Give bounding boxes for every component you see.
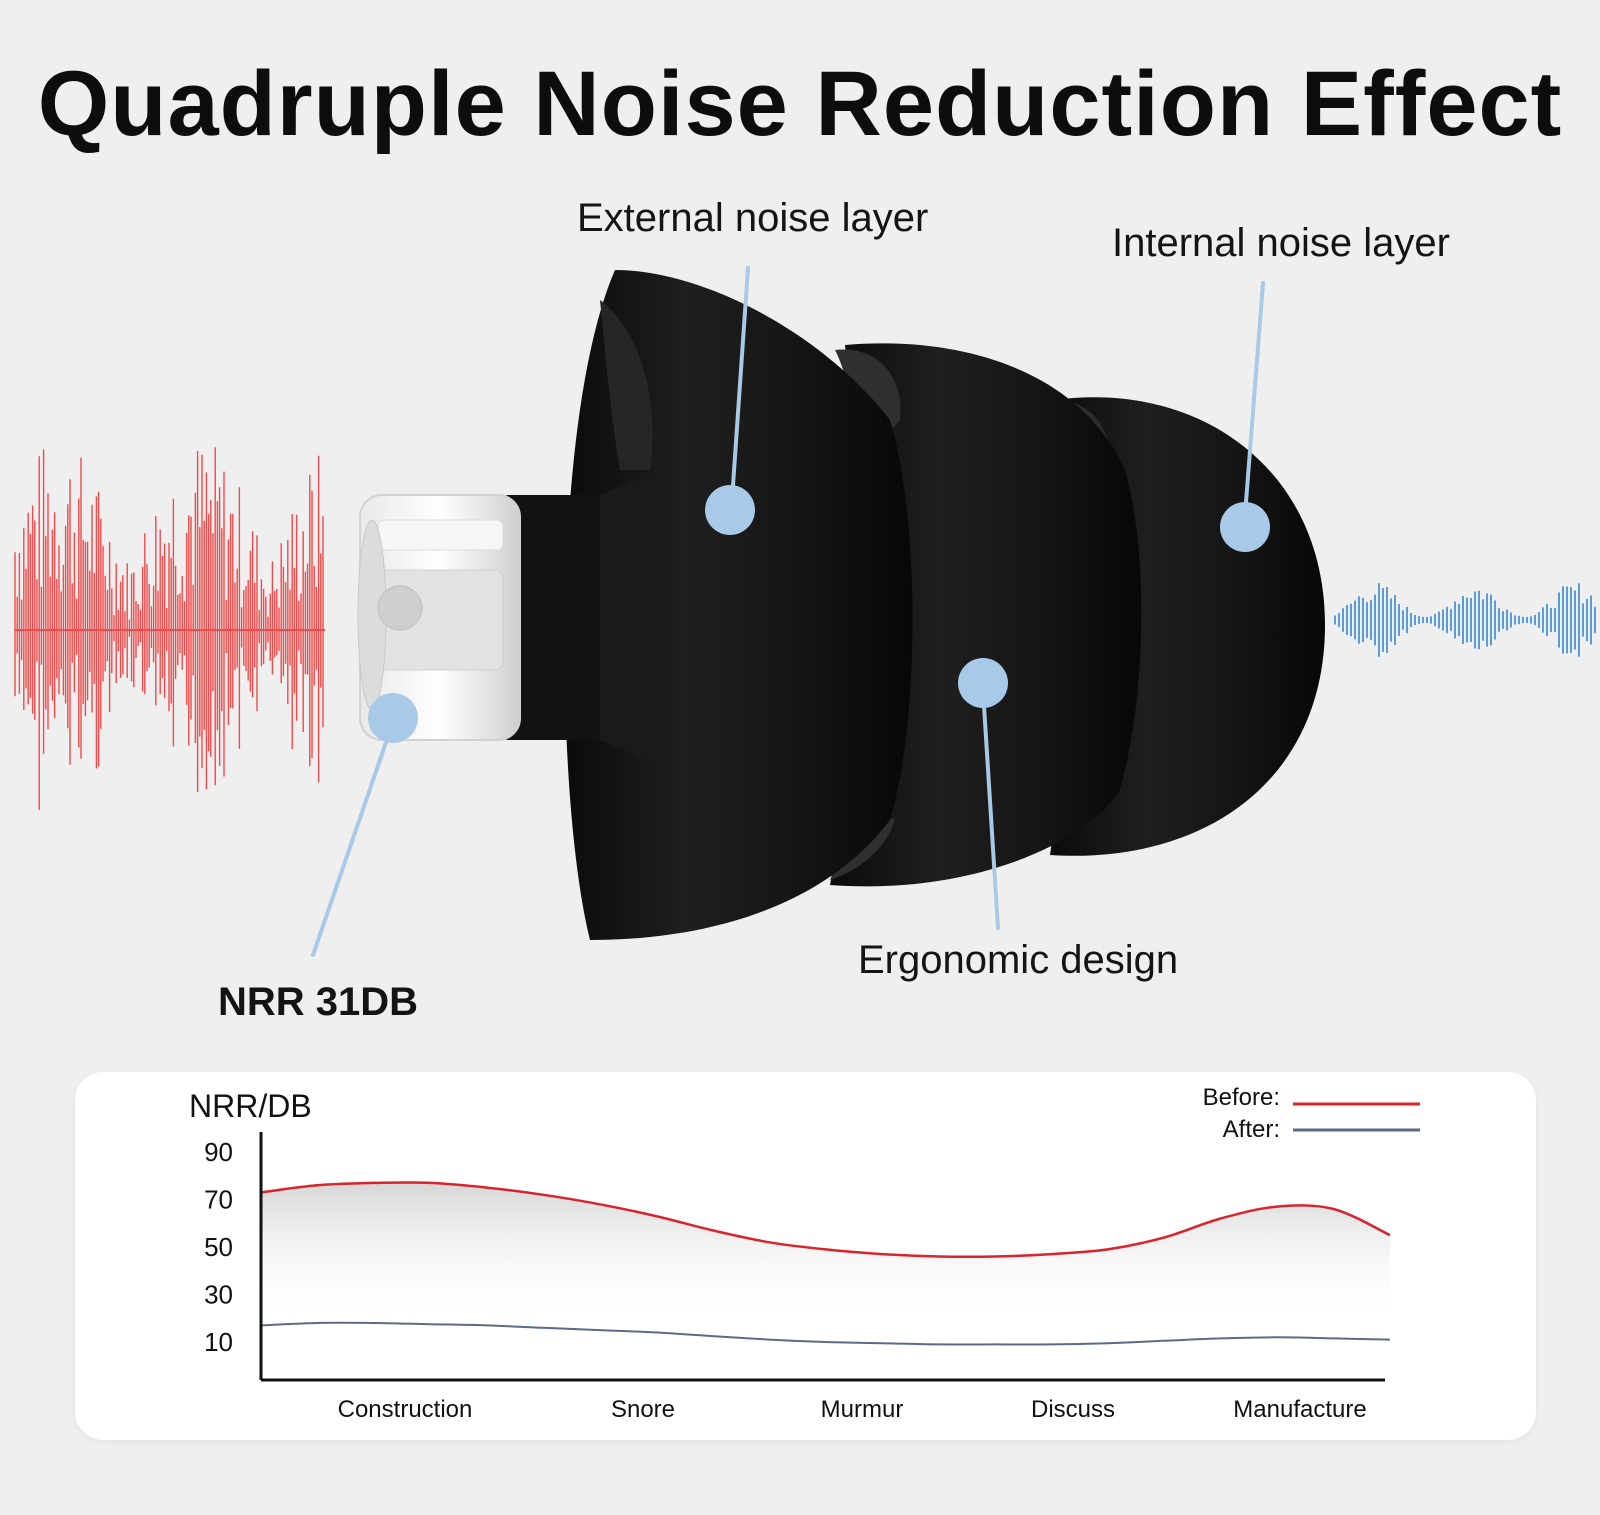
y-tick-label: 10	[204, 1327, 233, 1357]
y-tick-label: 90	[204, 1137, 233, 1167]
earplug-outer-flange-inner	[600, 300, 653, 470]
earplug-stem	[500, 495, 630, 740]
x-category-label: Manufacture	[1233, 1396, 1366, 1423]
earplug-stem-flare	[600, 470, 660, 765]
internal-noise-layer-label: Internal noise layer	[1112, 221, 1450, 265]
filter-valve	[377, 585, 423, 631]
before-area-shade	[261, 1182, 1390, 1322]
nrr-line-chart: 90 70 50 30 10 Construction Snore Murmur Discus…	[204, 1102, 1420, 1423]
nrr-rating-label: NRR 31DB	[218, 980, 419, 1024]
callout-dots	[368, 485, 1270, 743]
callout-lines	[311, 266, 1265, 957]
internal-callout-dot	[1220, 502, 1270, 552]
nrr-callout-dot	[368, 693, 418, 743]
x-category-label: Snore	[611, 1396, 675, 1423]
y-tick-label: 30	[204, 1280, 233, 1310]
internal-callout-line	[1243, 281, 1265, 517]
legend-before-label: Before:	[1202, 1084, 1280, 1111]
external-noise-layer-label: External noise layer	[577, 196, 929, 240]
page-title: Quadruple Noise Reduction Effect	[37, 53, 1563, 155]
ergonomic-design-label: Ergonomic design	[858, 938, 1179, 982]
y-tick-label: 50	[204, 1232, 233, 1262]
before-series-line	[260, 1181, 1391, 1259]
after-series-line	[260, 1321, 1391, 1346]
external-callout-dot	[705, 485, 755, 535]
earplug-image	[357, 270, 1325, 940]
loud-noise-waveform	[14, 447, 325, 810]
earplug-middle-flange	[830, 343, 1142, 887]
y-axis-title: NRR/DB	[189, 1088, 312, 1124]
x-category-label: Discuss	[1031, 1396, 1115, 1423]
ergonomic-callout-line	[981, 688, 1000, 930]
x-category-label: Murmur	[821, 1396, 904, 1423]
external-callout-line	[730, 266, 750, 502]
y-tick-label: 70	[204, 1185, 233, 1215]
nrr-callout-line	[311, 720, 395, 957]
nrr-chart-card: NRR/DB Before: After: 90 70 50 30 10 Constru…	[75, 1072, 1536, 1440]
filter-cap	[357, 494, 521, 741]
before-area-fill	[261, 1182, 1390, 1322]
quiet-sound-waveform	[1334, 583, 1596, 657]
legend-after-label: After:	[1222, 1116, 1280, 1143]
filter-cap-band	[377, 519, 504, 551]
x-category-label: Construction	[338, 1396, 473, 1423]
ergonomic-callout-dot	[958, 658, 1008, 708]
